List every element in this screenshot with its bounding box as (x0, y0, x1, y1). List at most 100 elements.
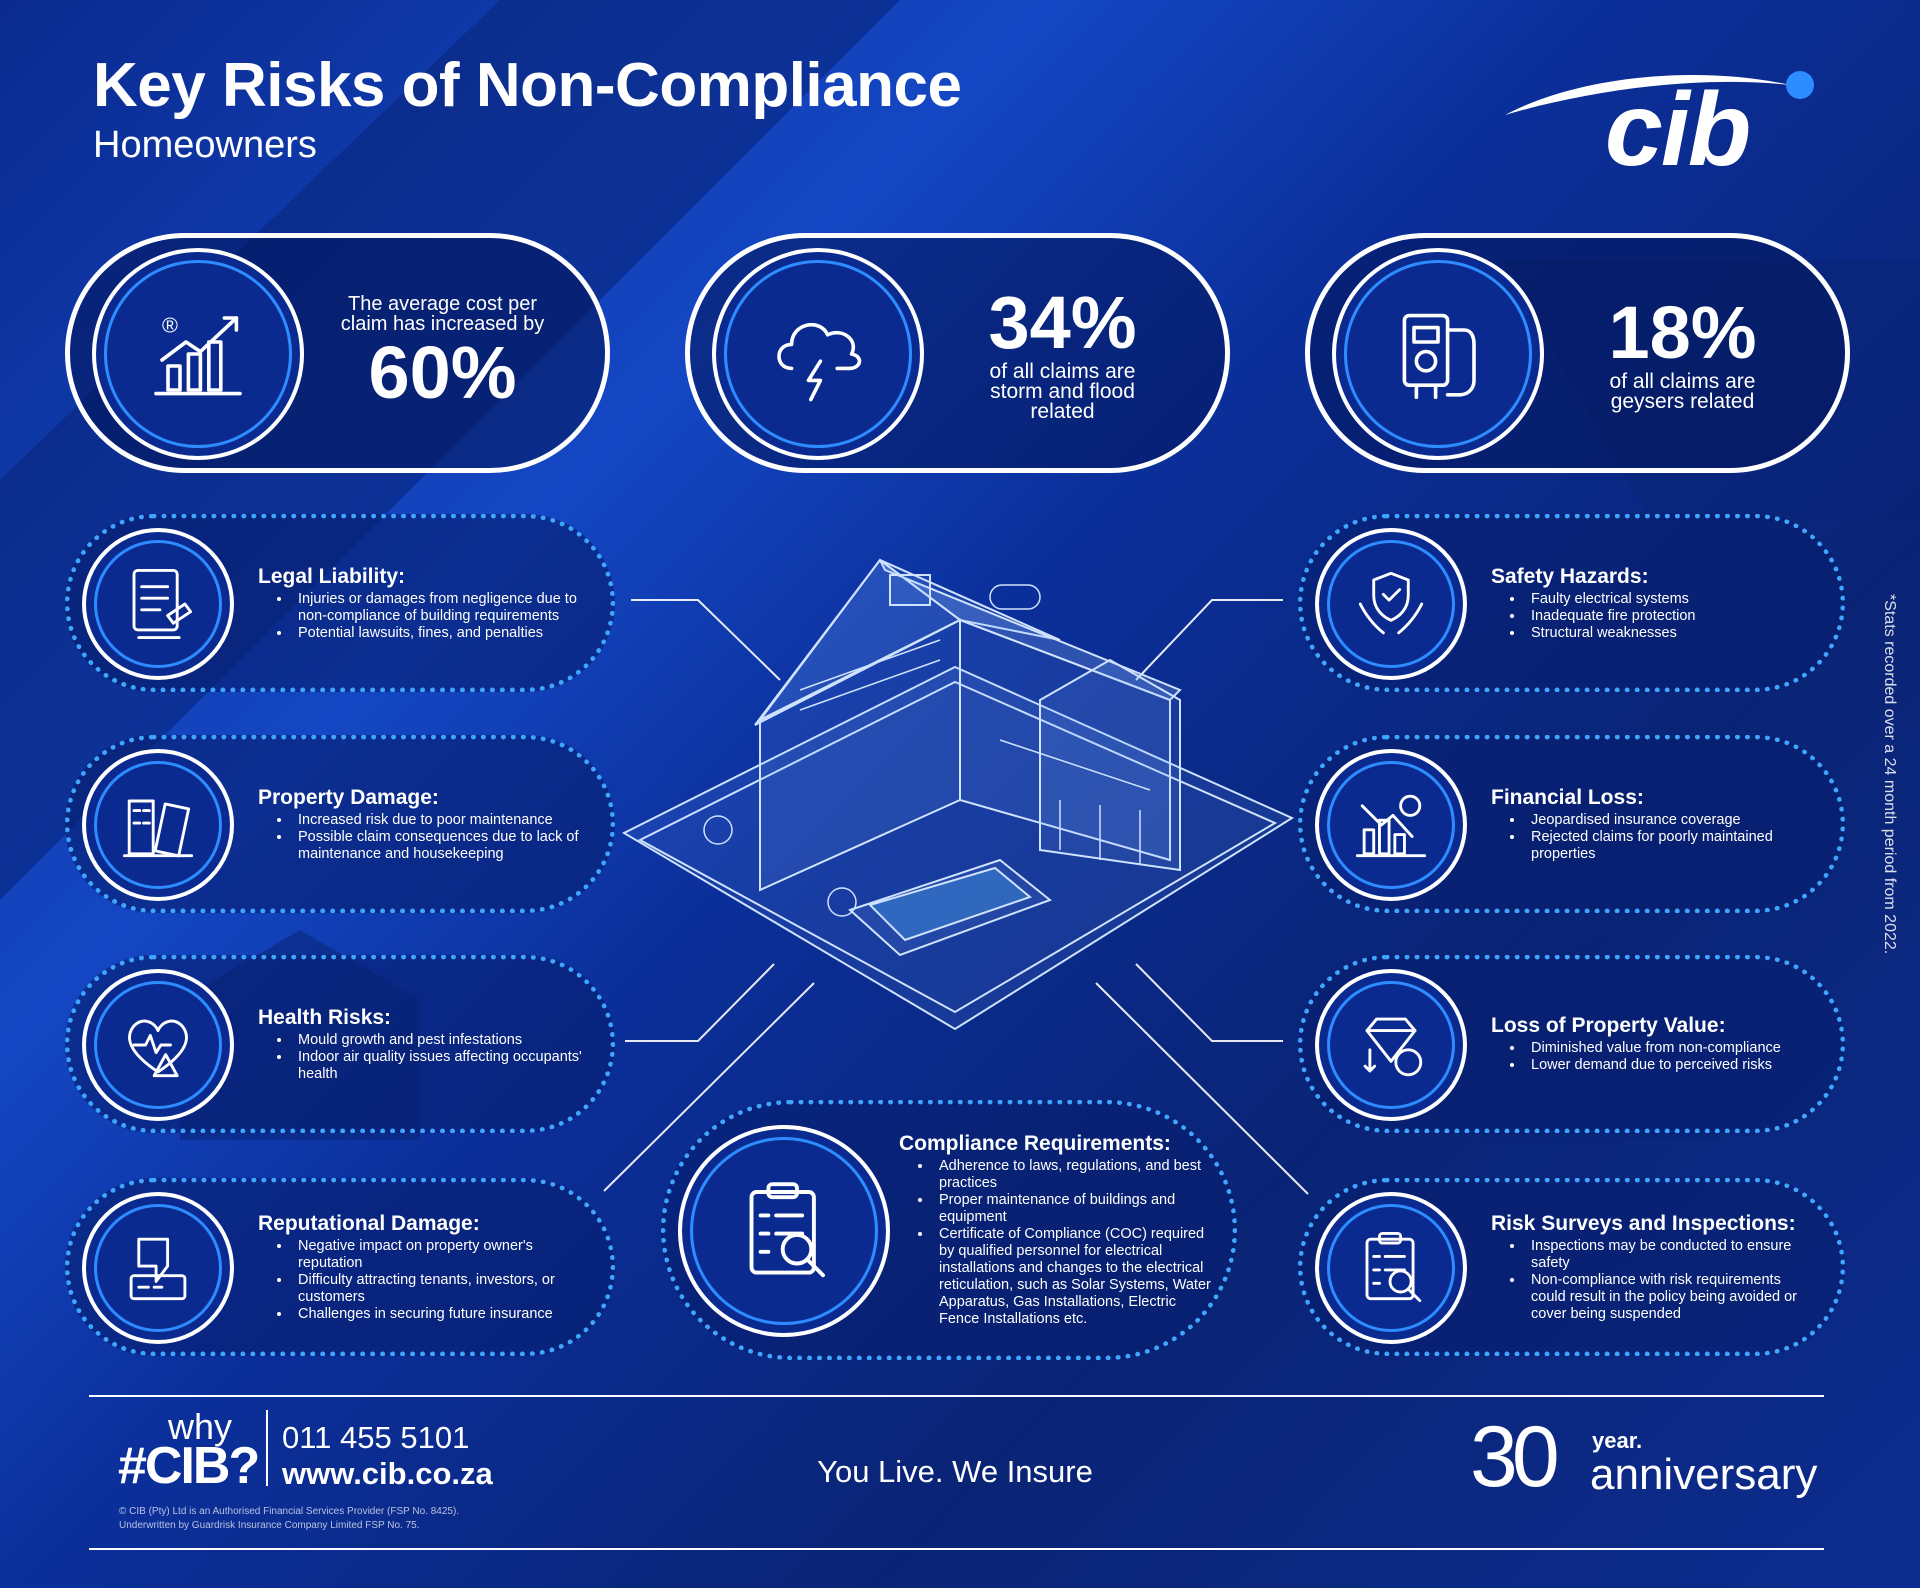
anniversary-year: year. (1592, 1428, 1643, 1453)
icon (1358, 571, 1424, 635)
risk-item: Indoor air quality issues affecting occu… (292, 1049, 583, 1083)
stat-text: The average cost per claim has increased… (310, 238, 575, 468)
risk-title: Reputational Damage: (258, 1211, 480, 1235)
icon (777, 322, 862, 402)
risk-item: Non-compliance with risk requirements co… (1525, 1272, 1813, 1323)
risk-text: Legal Liability: Injuries or damages from… (258, 519, 583, 687)
risk-item: Jeopardised insurance coverage (1525, 812, 1813, 829)
compliance-list: Adherence to laws, regulations, and best… (899, 1158, 1219, 1328)
risk-item: Mould growth and pest infestations (292, 1032, 583, 1049)
risk-item: Rejected claims for poorly maintained pr… (1525, 829, 1813, 863)
logo: cib (1605, 72, 1751, 188)
risk-icon-circle (1315, 749, 1467, 901)
stat-figure: 18% (1608, 291, 1757, 374)
risk-icon-circle (82, 1192, 234, 1344)
risk-title: Health Risks: (258, 1005, 392, 1029)
risk-title: Legal Liability: (258, 564, 406, 588)
subtitle: Homeowners (93, 124, 317, 166)
stat-pill: 18% of all claims are geysers related (1305, 233, 1850, 473)
footer-legal: © CIB (Pty) Ltd is an Authorised Financi… (119, 1506, 460, 1517)
stat-icon-circle (712, 248, 924, 460)
risk-text: Risk Surveys and Inspections: Inspections… (1491, 1183, 1813, 1351)
risk-list: Mould growth and pest infestationsIndoor… (258, 1032, 583, 1083)
footer-why: why (168, 1406, 233, 1447)
icon (122, 799, 194, 858)
svg-text:®: ® (162, 312, 178, 337)
risk-list: Increased risk due to poor maintenancePo… (258, 812, 583, 863)
icon (1365, 1232, 1422, 1303)
risk-item: Increased risk due to poor maintenance (292, 812, 583, 829)
title: Key Risks of Non-Compliance (93, 51, 962, 120)
side-note: *Stats recorded over a 24 month period f… (1881, 594, 1898, 955)
risk-item: Injuries or damages from negligence due … (292, 591, 583, 625)
risk-item: Negative impact on property owner's repu… (292, 1238, 583, 1272)
stat-text: 18% of all claims are geysers related (1550, 238, 1815, 468)
risk-card: Reputational Damage: Negative impact on p… (65, 1178, 615, 1356)
risk-title: Property Damage: (258, 785, 439, 809)
footer-legal: Underwritten by Guardrisk Insurance Comp… (119, 1520, 420, 1531)
risk-icon-circle (1315, 969, 1467, 1121)
risk-text: Financial Loss: Jeopardised insurance cov… (1491, 740, 1813, 908)
stat-figure: 60% (368, 331, 517, 414)
footer-phone: 011 455 5101 (282, 1420, 470, 1455)
risk-text: Safety Hazards: Faulty electrical systems… (1491, 519, 1813, 687)
compliance-title: Compliance Requirements: (899, 1132, 1171, 1155)
stat-icon-circle: ® (92, 248, 304, 460)
risk-item: Diminished value from non-compliance (1525, 1040, 1813, 1057)
risk-item: Potential lawsuits, fines, and penalties (292, 625, 583, 642)
footer-rule (89, 1548, 1824, 1550)
risk-card: Legal Liability: Injuries or damages from… (65, 514, 615, 692)
risk-card: Financial Loss: Jeopardised insurance cov… (1298, 735, 1845, 913)
risk-icon-circle (1315, 528, 1467, 680)
footer-website: www.cib.co.za (282, 1456, 493, 1491)
risk-list: Diminished value from non-complianceLowe… (1491, 1040, 1813, 1074)
icon (1355, 794, 1427, 858)
risk-card: Risk Surveys and Inspections: Inspections… (1298, 1178, 1845, 1356)
risk-item: Possible claim consequences due to lack … (292, 829, 583, 863)
risk-list: Jeopardised insurance coverageRejected c… (1491, 812, 1813, 863)
risk-icon-circle (1315, 1192, 1467, 1344)
risk-item: Inspections may be conducted to ensure s… (1525, 1238, 1813, 1272)
stat-icon-circle (1332, 248, 1544, 460)
compliance-item: Certificate of Compliance (COC) required… (933, 1226, 1219, 1328)
stat-figure: 34% (988, 281, 1137, 364)
risk-item: Lower demand due to perceived risks (1525, 1057, 1813, 1074)
risk-title: Safety Hazards: (1491, 564, 1649, 588)
anniversary-number: 30 (1470, 1409, 1560, 1505)
stat-text: 34% of all claims are storm and flood rel… (930, 238, 1195, 468)
compliance-card: Compliance Requirements: Adherence to law… (661, 1100, 1237, 1360)
risk-item: Challenges in securing future insurance (292, 1306, 583, 1323)
risk-text: Property Damage: Increased risk due to po… (258, 740, 583, 908)
icon (749, 1182, 825, 1278)
risk-list: Negative impact on property owner's repu… (258, 1238, 583, 1323)
risk-list: Injuries or damages from negligence due … (258, 591, 583, 642)
icon (1402, 313, 1476, 399)
risk-item: Structural weaknesses (1525, 625, 1813, 642)
stat-lead: The average cost per claim has increased… (340, 293, 545, 335)
risk-card: Property Damage: Increased risk due to po… (65, 735, 615, 913)
risk-title: Financial Loss: (1491, 785, 1644, 809)
risk-title: Risk Surveys and Inspections: (1491, 1211, 1796, 1235)
compliance-item: Proper maintenance of buildings and equi… (933, 1192, 1219, 1226)
risk-icon-circle (82, 749, 234, 901)
risk-card: Health Risks: Mould growth and pest infes… (65, 955, 615, 1133)
compliance-item: Adherence to laws, regulations, and best… (933, 1158, 1219, 1192)
risk-item: Inadequate fire protection (1525, 608, 1813, 625)
risk-item: Faulty electrical systems (1525, 591, 1813, 608)
compliance-text: Compliance Requirements: Adherence to law… (899, 1105, 1219, 1355)
stat-pill: ® The average cost per claim has increase… (65, 233, 610, 473)
icon (129, 1237, 187, 1301)
risk-card: Safety Hazards: Faulty electrical systems… (1298, 514, 1845, 692)
risk-card: Loss of Property Value: Diminished value … (1298, 955, 1845, 1133)
risk-text: Health Risks: Mould growth and pest infes… (258, 960, 583, 1128)
stat-pill: 34% of all claims are storm and flood rel… (685, 233, 1230, 473)
icon: ® (154, 312, 242, 396)
compliance-icon-circle (678, 1125, 890, 1337)
risk-text: Reputational Damage: Negative impact on p… (258, 1183, 583, 1351)
anniversary-word: anniversary (1590, 1450, 1818, 1499)
footer-tagline: You Live. We Insure (817, 1454, 1093, 1489)
icon (132, 568, 193, 640)
stat-caption: of all claims are geysers related (1609, 370, 1756, 413)
footer-rule (89, 1395, 1824, 1397)
risk-list: Faulty electrical systemsInadequate fire… (1491, 591, 1813, 642)
